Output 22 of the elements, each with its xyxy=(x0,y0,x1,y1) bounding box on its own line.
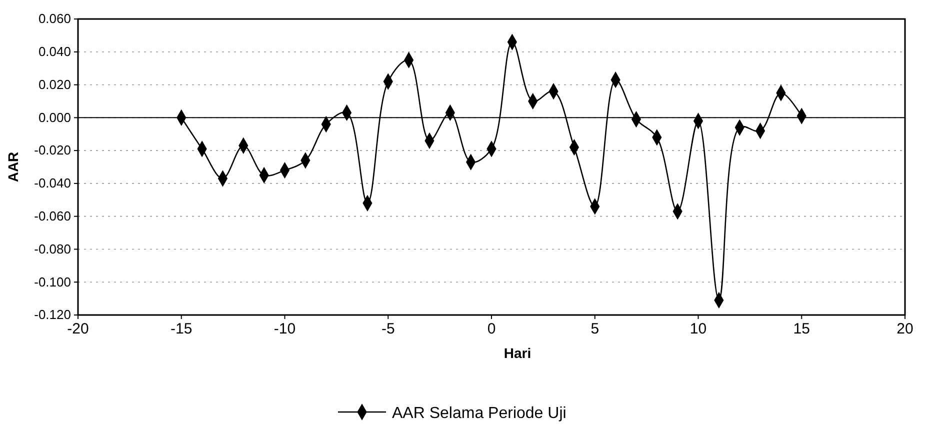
x-tick-label: 20 xyxy=(896,320,914,338)
x-tick-label: -15 xyxy=(170,320,192,338)
legend-label: AAR Selama Periode Uji xyxy=(392,405,566,422)
x-tick-label: 0 xyxy=(487,320,496,338)
y-tick-label: 0.000 xyxy=(38,110,71,125)
y-tick-label: 0.060 xyxy=(38,11,71,26)
x-tick-label: -5 xyxy=(381,320,395,338)
x-tick-label: 5 xyxy=(590,320,600,338)
y-tick-label: -0.040 xyxy=(34,176,71,191)
y-tick-label: -0.120 xyxy=(34,307,71,322)
y-tick-label: 0.040 xyxy=(38,44,71,60)
y-axis-title: AAR xyxy=(5,152,21,182)
x-axis-title: Hari xyxy=(504,345,532,361)
x-tick-label: 10 xyxy=(690,320,707,338)
x-tick-label: 15 xyxy=(793,320,810,338)
y-tick-label: -0.080 xyxy=(34,241,71,256)
x-tick-label: -20 xyxy=(67,320,89,338)
y-tick-label: 0.020 xyxy=(38,76,71,92)
y-tick-label: -0.020 xyxy=(34,142,71,158)
y-tick-label: -0.060 xyxy=(34,208,71,224)
y-tick-label: -0.100 xyxy=(34,274,71,290)
x-tick-label: -10 xyxy=(274,320,296,338)
